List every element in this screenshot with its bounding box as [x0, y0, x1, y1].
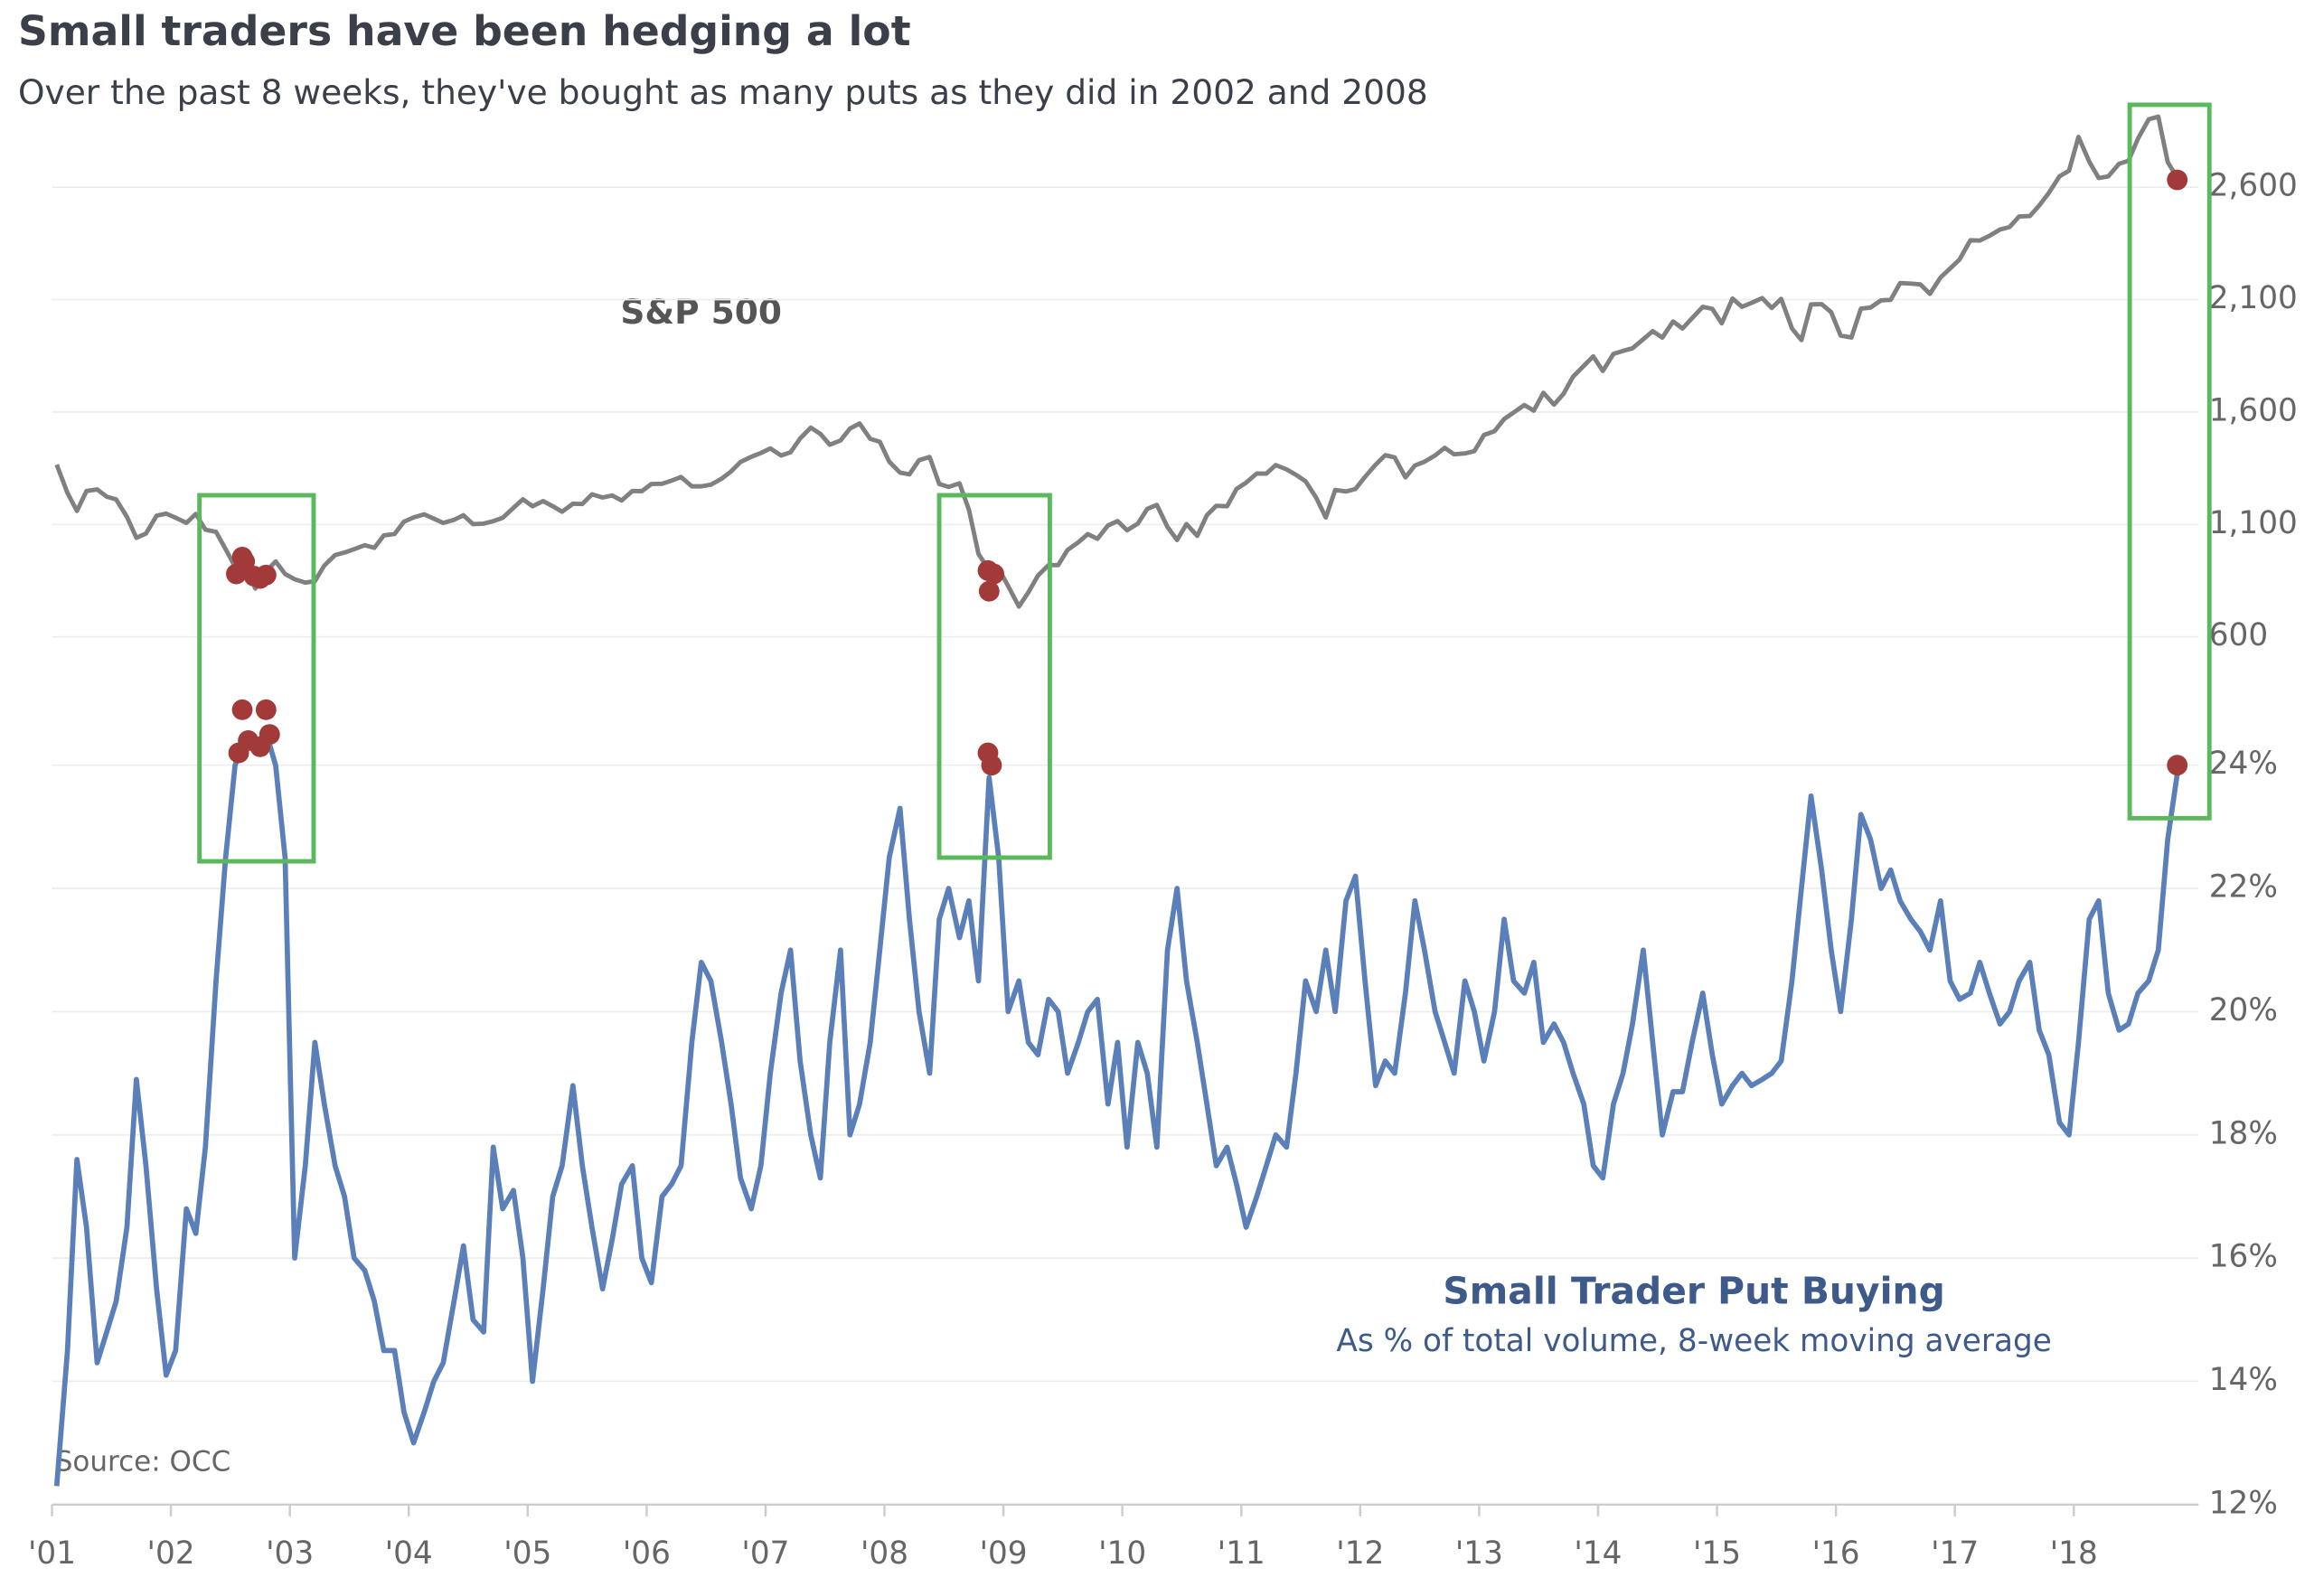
highlight-box	[197, 493, 316, 864]
y-tick-label: 2,600	[2209, 168, 2298, 204]
chart-title: Small traders have been hedging a lot	[18, 7, 911, 55]
y-tick-label: 20%	[2209, 992, 2278, 1028]
series-label: Small Trader Put Buying	[1443, 1269, 1944, 1312]
y-tick-label: 1,100	[2209, 505, 2298, 541]
signal-marker	[255, 564, 277, 586]
signal-marker	[2167, 755, 2188, 776]
x-tick-label: '10	[1098, 1535, 1146, 1572]
x-tick-label: '08	[861, 1535, 908, 1572]
signal-marker	[234, 550, 256, 572]
x-tick-label: '01	[28, 1535, 76, 1572]
y-tick-label: 18%	[2209, 1115, 2278, 1151]
x-tick-label: '13	[1455, 1535, 1503, 1572]
chart-subtitle: Over the past 8 weeks, they've bought as…	[18, 72, 1428, 112]
x-tick-label: '09	[980, 1535, 1028, 1572]
y-tick-label: 2,100	[2209, 280, 2298, 316]
x-tick-label: '03	[266, 1535, 314, 1572]
highlight-box	[936, 493, 1052, 860]
signal-marker	[983, 563, 1004, 585]
x-tick-label: '14	[1574, 1535, 1622, 1572]
series-label: S&P 500	[620, 292, 782, 332]
x-tick-label: '07	[741, 1535, 789, 1572]
y-tick-label: 14%	[2209, 1362, 2278, 1398]
highlight-box	[2127, 102, 2212, 821]
series-line	[54, 114, 2181, 609]
y-tick-label: 12%	[2209, 1485, 2278, 1521]
x-tick-label: '04	[385, 1535, 433, 1572]
x-tick-label: '11	[1218, 1535, 1265, 1572]
y-tick-label: 16%	[2209, 1239, 2278, 1275]
signal-marker	[255, 699, 277, 720]
x-tick-label: '16	[1812, 1535, 1860, 1572]
signal-marker	[2167, 169, 2188, 191]
y-tick-label: 600	[2209, 617, 2268, 653]
y-tick-label: 22%	[2209, 869, 2278, 906]
x-tick-label: '12	[1336, 1535, 1384, 1572]
x-tick-label: '05	[503, 1535, 551, 1572]
source: Source: OCC	[55, 1446, 230, 1479]
series-line	[53, 725, 2181, 1487]
x-tick-label: '18	[2050, 1535, 2098, 1572]
series-note: As % of total volume, 8-week moving aver…	[1336, 1323, 2051, 1359]
signal-marker	[981, 755, 1002, 776]
y-tick-label: 1,600	[2209, 392, 2298, 428]
signal-marker	[231, 699, 253, 720]
y-tick-label: 24%	[2209, 746, 2278, 782]
x-tick-label: '06	[623, 1535, 671, 1572]
signal-marker	[259, 724, 280, 746]
signal-marker	[978, 580, 1000, 602]
x-tick-label: '15	[1693, 1535, 1741, 1572]
x-tick-label: '02	[147, 1535, 195, 1572]
x-tick-label: '17	[1931, 1535, 1979, 1572]
